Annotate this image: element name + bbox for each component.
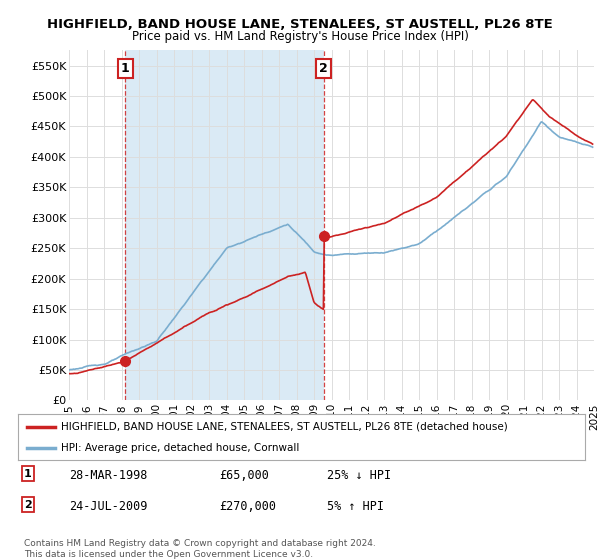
Text: 25% ↓ HPI: 25% ↓ HPI	[327, 469, 391, 482]
Text: This data is licensed under the Open Government Licence v3.0.: This data is licensed under the Open Gov…	[24, 550, 313, 559]
Text: £65,000: £65,000	[219, 469, 269, 482]
Text: 2: 2	[24, 500, 32, 510]
Text: Contains HM Land Registry data © Crown copyright and database right 2024.: Contains HM Land Registry data © Crown c…	[24, 539, 376, 548]
Text: 24-JUL-2009: 24-JUL-2009	[69, 500, 148, 512]
Bar	[125, 50, 324, 400]
Text: HPI: Average price, detached house, Cornwall: HPI: Average price, detached house, Corn…	[61, 443, 299, 453]
Text: 5% ↑ HPI: 5% ↑ HPI	[327, 500, 384, 512]
Text: 28-MAR-1998: 28-MAR-1998	[69, 469, 148, 482]
Text: HIGHFIELD, BAND HOUSE LANE, STENALEES, ST AUSTELL, PL26 8TE (detached house): HIGHFIELD, BAND HOUSE LANE, STENALEES, S…	[61, 422, 507, 432]
Text: 1: 1	[24, 469, 32, 479]
Text: HIGHFIELD, BAND HOUSE LANE, STENALEES, ST AUSTELL, PL26 8TE: HIGHFIELD, BAND HOUSE LANE, STENALEES, S…	[47, 18, 553, 31]
Text: 1: 1	[121, 62, 130, 75]
Text: 2: 2	[319, 62, 328, 75]
Text: Price paid vs. HM Land Registry's House Price Index (HPI): Price paid vs. HM Land Registry's House …	[131, 30, 469, 43]
Text: £270,000: £270,000	[219, 500, 276, 512]
